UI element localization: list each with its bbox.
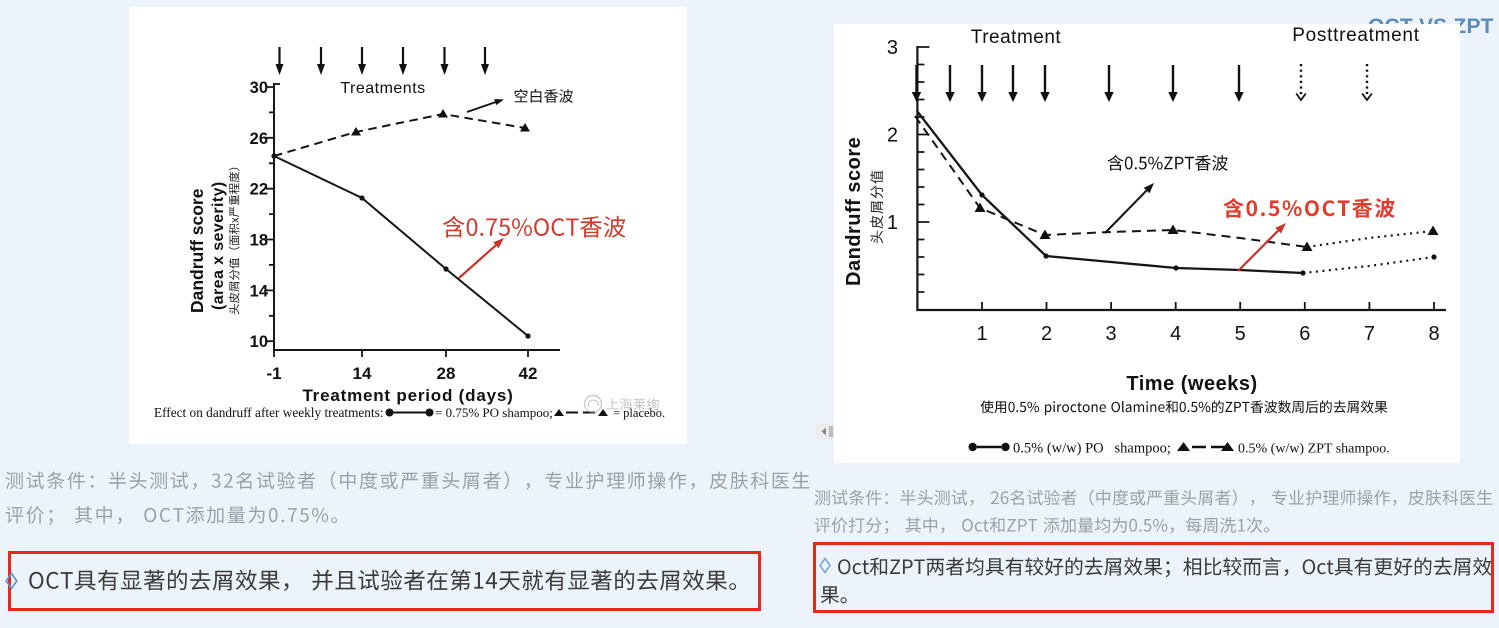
- svg-text:28: 28: [437, 364, 456, 383]
- svg-text:2: 2: [1041, 323, 1052, 345]
- svg-text:Treatment: Treatment: [971, 27, 1062, 48]
- svg-text:Dandruff score: Dandruff score: [187, 188, 207, 313]
- svg-text:6: 6: [1299, 323, 1310, 345]
- svg-text:Time (weeks): Time (weeks): [1126, 373, 1257, 395]
- svg-text:0.5% (w/w) PO shampoo;: 0.5% (w/w) PO shampoo;: [1013, 441, 1171, 457]
- svg-text:Treatment period (days): Treatment period (days): [302, 386, 513, 405]
- svg-text:10: 10: [250, 333, 268, 351]
- svg-text:5: 5: [1235, 323, 1246, 345]
- svg-text:26: 26: [250, 130, 268, 148]
- svg-text:8: 8: [1428, 323, 1439, 345]
- svg-text:3: 3: [1106, 323, 1117, 345]
- svg-text:(area x severity): (area x severity): [210, 181, 227, 310]
- svg-text:30: 30: [250, 79, 268, 97]
- svg-text:14: 14: [353, 364, 372, 383]
- svg-text:Effect on dandruff after weekl: Effect on dandruff after weekly treatmen…: [154, 405, 384, 420]
- svg-text:14: 14: [250, 282, 269, 300]
- svg-text:1: 1: [976, 323, 987, 345]
- svg-text:42: 42: [519, 364, 538, 383]
- svg-text:18: 18: [250, 232, 268, 250]
- svg-text:2: 2: [887, 125, 898, 147]
- svg-text:3: 3: [887, 37, 898, 59]
- svg-text:-1: -1: [266, 364, 281, 383]
- svg-text:= placebo.: = placebo.: [613, 406, 665, 420]
- svg-text:Dandruff score: Dandruff score: [843, 137, 865, 286]
- svg-text:Treatments: Treatments: [340, 80, 425, 97]
- svg-text:4: 4: [1170, 323, 1181, 345]
- svg-text:Posttreatment: Posttreatment: [1292, 25, 1419, 46]
- svg-text:1: 1: [887, 212, 898, 234]
- svg-text:= 0.75% PO shampoo;: = 0.75% PO shampoo;: [435, 405, 553, 420]
- svg-text:0.5% (w/w) ZPT shampoo.: 0.5% (w/w) ZPT shampoo.: [1238, 442, 1390, 457]
- svg-text:7: 7: [1364, 323, 1375, 345]
- svg-text:22: 22: [250, 181, 268, 199]
